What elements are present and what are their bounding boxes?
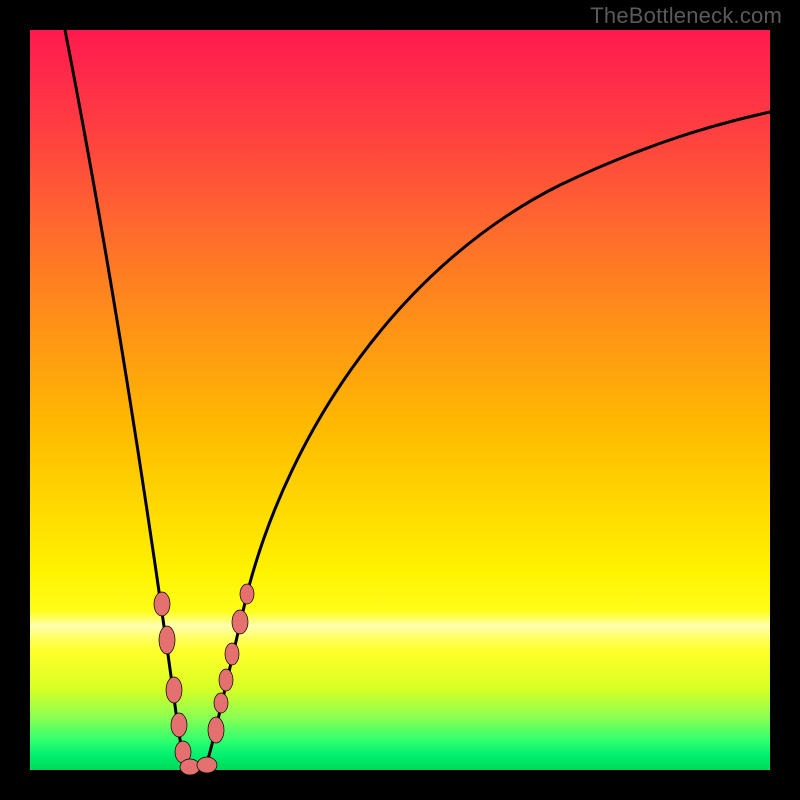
marker-layer: [154, 584, 254, 775]
data-marker: [214, 693, 228, 713]
data-marker: [225, 643, 239, 665]
data-marker: [159, 626, 175, 654]
chart-frame: TheBottleneck.com: [0, 0, 800, 800]
curve-right: [205, 112, 770, 768]
data-marker: [171, 713, 187, 737]
data-marker: [166, 677, 182, 703]
chart-svg: [0, 0, 800, 800]
curve-left: [65, 30, 187, 768]
data-marker: [232, 610, 248, 634]
data-marker: [208, 717, 224, 743]
data-marker: [240, 584, 254, 604]
watermark-text: TheBottleneck.com: [590, 3, 782, 29]
data-marker: [154, 592, 170, 616]
data-marker: [197, 757, 217, 773]
data-marker: [219, 669, 233, 691]
